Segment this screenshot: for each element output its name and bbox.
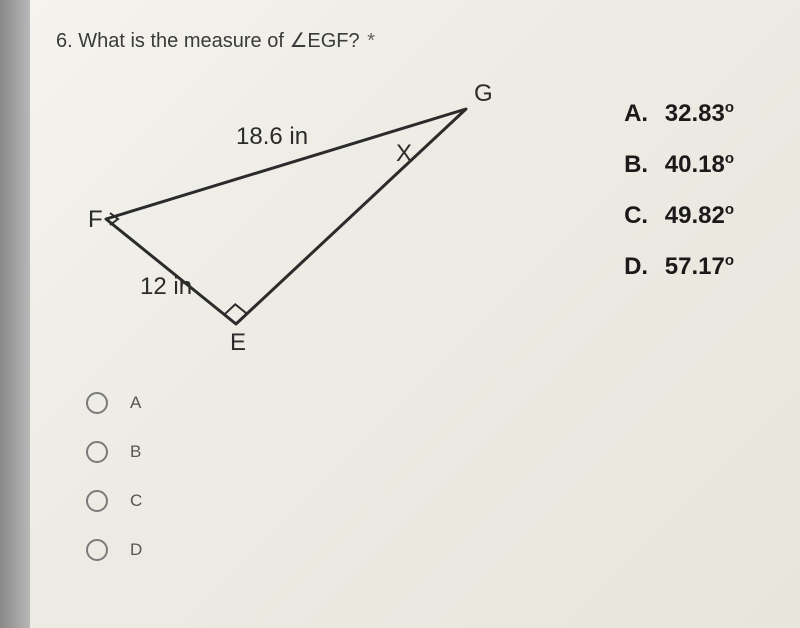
svg-text:12 in: 12 in — [140, 273, 192, 300]
radio-group: A B C D — [86, 392, 142, 588]
answer-letter: A. — [624, 100, 658, 128]
degree-symbol: o — [725, 99, 734, 116]
answer-letter: D. — [624, 253, 658, 281]
radio-label: C — [130, 491, 142, 511]
radio-label: A — [130, 393, 141, 413]
answer-letter: B. — [624, 151, 658, 179]
radio-option[interactable]: C — [86, 490, 142, 512]
answer-value: 49.82 — [658, 202, 725, 229]
degree-symbol: o — [725, 150, 734, 167]
answer-value: 32.83 — [658, 100, 725, 127]
answer-letter: C. — [624, 202, 658, 230]
degree-symbol: o — [725, 201, 734, 218]
svg-text:18.6 in: 18.6 in — [236, 123, 308, 150]
answer-value: 40.18 — [658, 151, 725, 178]
answer-choices: A. 32.83oB. 40.18oC. 49.82oD. 57.17o — [624, 99, 734, 303]
answer-choice: B. 40.18o — [624, 150, 734, 179]
radio-circle-icon[interactable] — [86, 539, 108, 561]
svg-text:X: X — [396, 140, 412, 167]
answer-choice: A. 32.83o — [624, 99, 734, 128]
question-text: What is the measure of ∠EGF? — [78, 30, 359, 52]
svg-text:E: E — [230, 329, 246, 356]
radio-label: D — [130, 540, 142, 560]
svg-text:F: F — [88, 206, 103, 233]
content-row: FEG18.6 in12 inX A. 32.83oB. 40.18oC. 49… — [56, 59, 774, 359]
question-number: 6. — [56, 30, 73, 52]
radio-circle-icon[interactable] — [86, 392, 108, 414]
question-prompt: 6. What is the measure of ∠EGF? * — [56, 28, 774, 53]
answer-choice: C. 49.82o — [624, 201, 734, 230]
question-card: 6. What is the measure of ∠EGF? * F E G 18.… — [30, 0, 800, 628]
radio-circle-icon[interactable] — [86, 441, 108, 463]
required-marker: * — [367, 30, 375, 52]
radio-option[interactable]: A — [86, 392, 142, 414]
radio-circle-icon[interactable] — [86, 490, 108, 512]
answer-choice: D. 57.17o — [624, 252, 734, 281]
answer-value: 57.17 — [658, 253, 725, 280]
page-shadow — [0, 0, 30, 628]
radio-label: B — [130, 442, 141, 462]
radio-option[interactable]: D — [86, 539, 142, 561]
triangle-diagram: FEG18.6 in12 inX — [96, 89, 496, 349]
svg-text:G: G — [474, 80, 493, 107]
degree-symbol: o — [725, 252, 734, 269]
radio-option[interactable]: B — [86, 441, 142, 463]
